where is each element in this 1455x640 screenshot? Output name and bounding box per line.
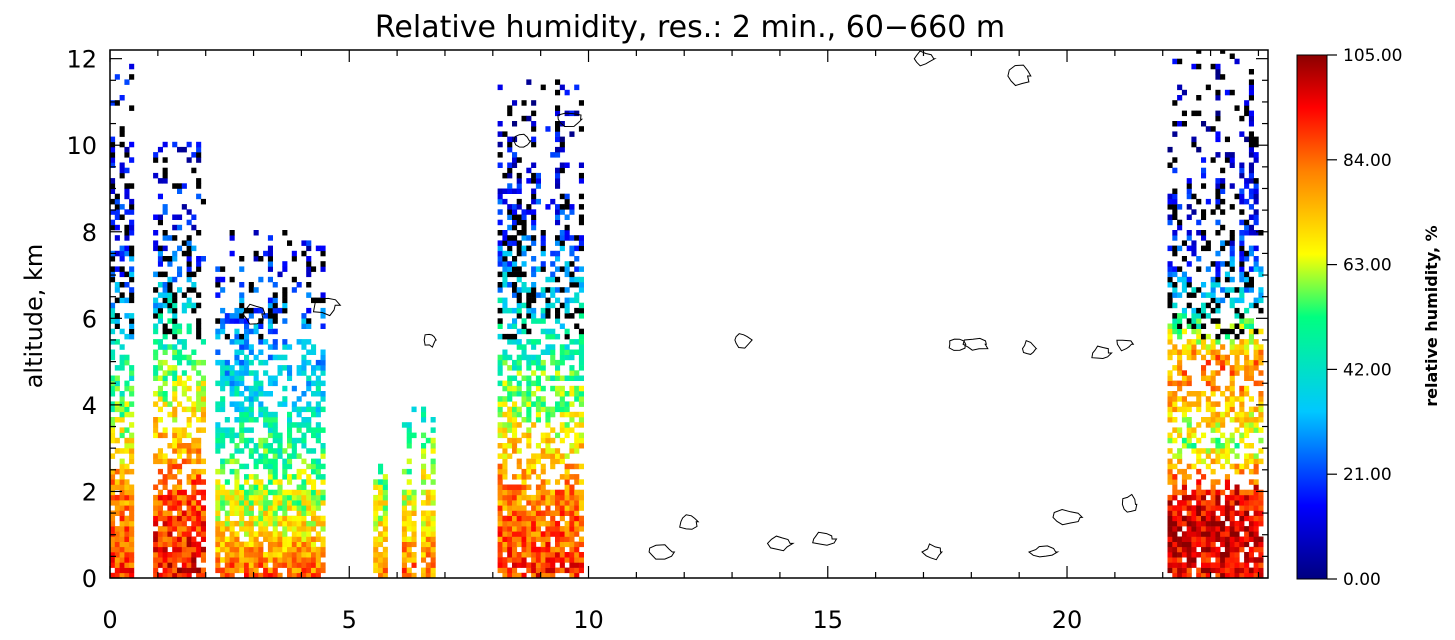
- cloud-contour: [423, 333, 437, 348]
- cloud-contour: [242, 303, 266, 325]
- data-block-4: [401, 406, 417, 578]
- colorbar-ticks: 0.00 21.00 42.00 63.00 84.00 105.00: [1327, 46, 1402, 590]
- x-tick-label: 15: [812, 606, 843, 634]
- cloud-contour: [679, 514, 700, 530]
- data-block-6: [497, 79, 584, 578]
- y-tick-label: 2: [82, 478, 97, 506]
- cloud-contour: [513, 133, 532, 148]
- colorbar-tick-label: 21.00: [1343, 465, 1392, 485]
- data-block-7: [1167, 50, 1264, 578]
- colorbar-tick-label: 105.00: [1343, 46, 1402, 66]
- y-tick-label: 0: [82, 565, 97, 593]
- colorbar-title: relative humidity, %: [1422, 225, 1441, 406]
- cloud-contour: [1052, 508, 1084, 526]
- y-tick-label: 10: [66, 132, 97, 160]
- x-tick-label: 20: [1052, 606, 1083, 634]
- cloud-contour: [913, 50, 937, 67]
- y-tick-label: 4: [82, 392, 97, 420]
- y-axis: 0 2 4 6 8 10 12: [66, 46, 1268, 593]
- cloud-contour: [921, 543, 944, 561]
- cloud-contour: [766, 535, 795, 552]
- cloud-contour: [1121, 493, 1138, 513]
- cloud-contour: [812, 531, 838, 546]
- cloud-contours: [242, 50, 1138, 561]
- data-block-0: [110, 63, 135, 578]
- cloud-contour: [312, 297, 342, 317]
- colorbar-tick-label: 0.00: [1343, 570, 1381, 590]
- cloud-contour: [1116, 339, 1135, 352]
- data-block-2: [215, 230, 326, 578]
- cloud-contour: [1027, 545, 1060, 558]
- cloud-contour: [962, 337, 989, 351]
- cloud-contour: [734, 333, 753, 349]
- y-tick-label: 12: [66, 46, 97, 74]
- x-tick-label: 0: [102, 606, 117, 634]
- data-block-1: [153, 141, 206, 578]
- data-block-5: [421, 406, 436, 578]
- colorbar-tick-label: 42.00: [1343, 360, 1392, 380]
- x-tick-label: 10: [573, 606, 604, 634]
- x-axis: 0 5 10 15 20: [102, 50, 1260, 634]
- cloud-contour: [648, 544, 676, 560]
- colorbar: [1296, 54, 1328, 580]
- plot-area: [110, 50, 1264, 578]
- cloud-contour: [1007, 64, 1032, 87]
- y-tick-label: 8: [82, 219, 97, 247]
- colorbar-tick-label: 63.00: [1343, 256, 1392, 276]
- cloud-contour: [1021, 339, 1038, 355]
- x-tick-label: 5: [342, 606, 357, 634]
- cloud-contour: [557, 112, 584, 128]
- y-tick-label: 6: [82, 305, 97, 333]
- colorbar-tick-label: 84.00: [1343, 151, 1392, 171]
- plot-frame: [109, 49, 1269, 579]
- chart-title: Relative humidity, res.: 2 min., 60−660 …: [375, 10, 1005, 45]
- cloud-contour: [1091, 345, 1113, 360]
- data-block-3: [373, 463, 388, 578]
- y-axis-title: altitude, km: [20, 244, 48, 389]
- humidity-field: [110, 50, 1264, 578]
